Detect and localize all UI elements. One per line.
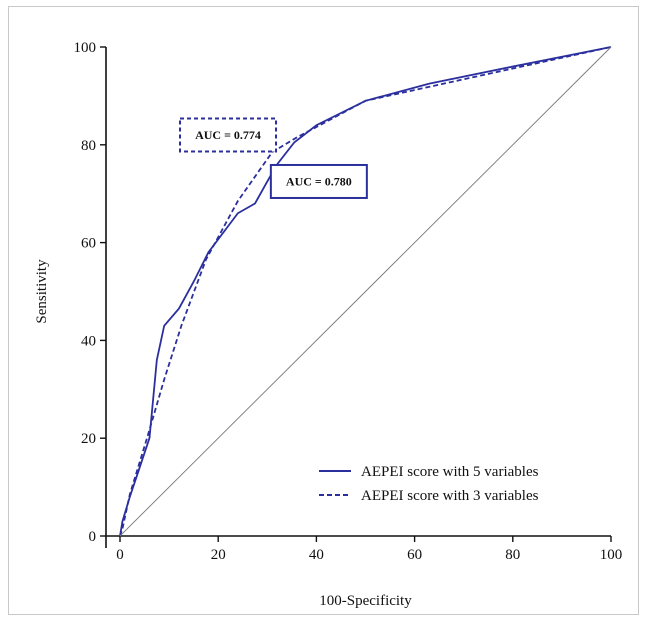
y-tick-label: 40 <box>81 333 96 349</box>
y-tick-label: 100 <box>74 40 97 56</box>
y-tick-label: 0 <box>89 529 97 545</box>
y-tick-label: 20 <box>81 431 96 447</box>
auc-label-3-variables: AUC = 0.774 <box>195 128 261 142</box>
auc-label-5-variables: AUC = 0.780 <box>286 174 352 188</box>
chart-frame <box>8 6 639 615</box>
roc-curve-3-variables <box>119 46 612 537</box>
legend-label-5-variables: AEPEI score with 5 variables <box>361 464 539 480</box>
y-tick-label: 80 <box>81 138 96 154</box>
x-axis-label: 100-Specificity <box>319 593 412 609</box>
series-layer <box>119 46 612 537</box>
x-tick-label: 0 <box>116 547 124 563</box>
y-tick-label: 60 <box>81 236 96 252</box>
ticks: 0 20 40 60 80 100 0 20 40 60 80 100 <box>74 40 623 563</box>
reference-diagonal-line <box>119 46 612 537</box>
x-tick-label: 80 <box>505 547 520 563</box>
auc-box-3-variables <box>179 117 278 153</box>
x-tick-label: 60 <box>407 547 422 563</box>
legend-label-3-variables: AEPEI score with 3 variables <box>361 488 539 504</box>
x-tick-label: 20 <box>211 547 226 563</box>
annotation-layer: AUC = 0.774 AUC = 0.780 <box>179 117 368 199</box>
legend: AEPEI score with 5 variables AEPEI score… <box>319 464 539 504</box>
axes <box>105 47 611 548</box>
x-tick-label: 100 <box>600 547 623 563</box>
y-axis-label: Sensitivity <box>34 259 50 324</box>
auc-box-5-variables <box>269 163 368 199</box>
x-tick-label: 40 <box>309 547 324 563</box>
